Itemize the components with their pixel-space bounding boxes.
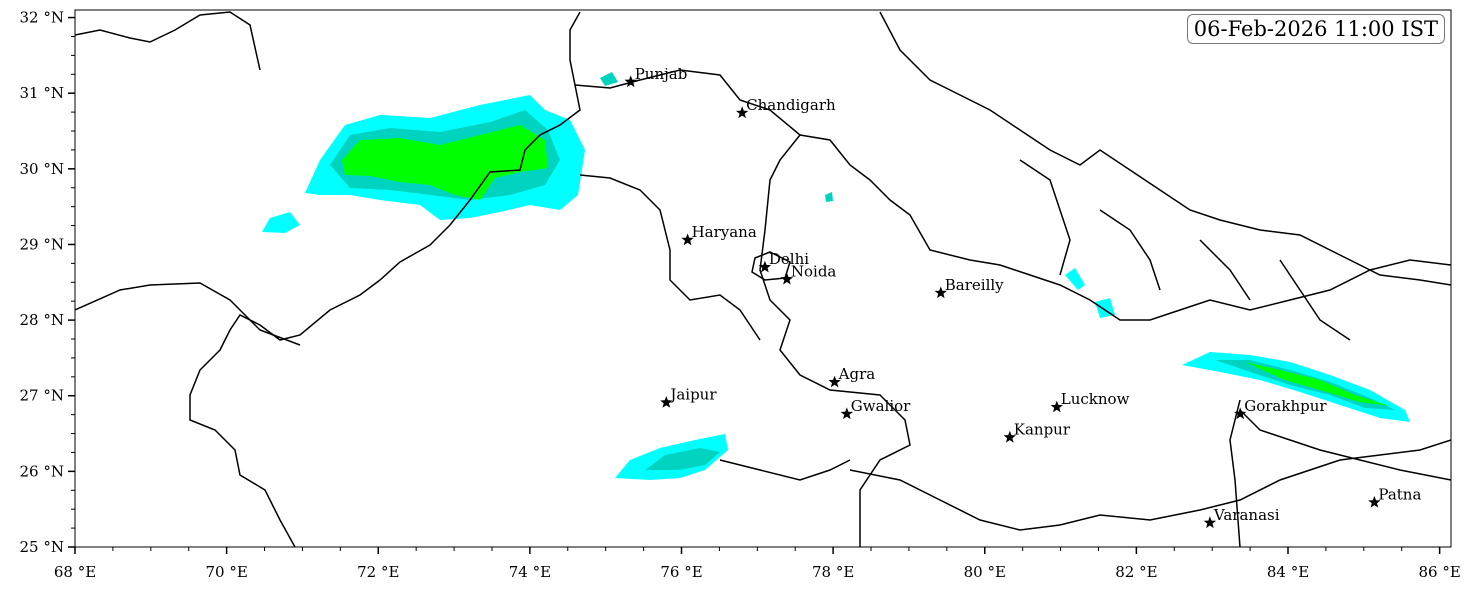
lat-tick-label: 29 °N [20, 235, 64, 253]
city-marker: Punjab [624, 65, 688, 88]
precip-band-pakistan-heavy [342, 125, 548, 200]
star-icon [1003, 430, 1016, 443]
lat-tick-label: 27 °N [20, 387, 64, 405]
india-internal-2 [579, 174, 761, 341]
star-icon [840, 407, 853, 420]
lat-tick-label: 25 °N [20, 538, 64, 556]
city-marker: Gorakhpur [1234, 397, 1327, 420]
city-marker: Haryana [681, 223, 757, 246]
precip-spot-nepal-west [1065, 268, 1085, 290]
precip-band-nepal-heavy [1245, 362, 1390, 406]
city-marker: Chandigarh [736, 96, 836, 119]
pakistan-afghan-border [75, 11, 261, 71]
lon-tick-label: 70 °E [205, 563, 247, 581]
star-icon [1234, 407, 1247, 420]
nepal-internal-d [1279, 259, 1351, 341]
timestamp-box: 06-Feb-2026 11:00 IST [1186, 14, 1445, 44]
lon-tick-label: 84 °E [1267, 563, 1309, 581]
lon-tick-label: 68 °E [54, 563, 96, 581]
precip-band-rajasthan-moderate [645, 448, 720, 470]
city-label: Gwalior [851, 397, 911, 415]
bihar-border [1239, 409, 1451, 481]
star-icon [780, 272, 794, 285]
nepal-internal-b [1099, 209, 1161, 291]
precip-band-nepal-light [1182, 352, 1410, 422]
precip-spot-uttarakhand [825, 192, 833, 202]
axis-tick-labels: 68 °E 70 °E 72 °E 74 °E 76 °E 78 °E 80 °E 82 °E… [20, 9, 1461, 581]
lat-tick-label: 30 °N [20, 160, 64, 178]
city-label: Punjab [635, 65, 688, 83]
city-label: Noida [791, 262, 837, 280]
city-label: Agra [838, 365, 876, 383]
city-marker: Delhi [758, 250, 809, 273]
precip-spot-punjab [600, 72, 618, 86]
city-label: Lucknow [1061, 390, 1130, 408]
timestamp-text: 06-Feb-2026 11:00 IST [1193, 17, 1438, 41]
lon-tick-label: 82 °E [1115, 563, 1157, 581]
bihar-west [1229, 399, 1241, 547]
lon-tick-label: 76 °E [660, 563, 702, 581]
star-icon [1050, 400, 1063, 413]
star-icon [1368, 495, 1381, 508]
city-marker: Kanpur [1003, 420, 1071, 443]
city-label: Chandigarh [746, 96, 836, 114]
up-border [799, 134, 1451, 321]
city-marker: Patna [1368, 485, 1421, 508]
pakistan-india-border [189, 11, 581, 547]
city-marker: Jaipur [660, 386, 717, 408]
star-icon [624, 75, 637, 88]
up-south-border [849, 439, 1451, 531]
boundary-lines [75, 11, 1451, 547]
city-marker: Varanasi [1203, 506, 1280, 529]
lat-tick-label: 31 °N [20, 84, 64, 102]
lat-tick-label: 32 °N [20, 9, 64, 27]
lon-tick-label: 72 °E [357, 563, 399, 581]
city-marker: Gwalior [840, 397, 911, 420]
india-internal-1 [574, 69, 911, 547]
city-label: Patna [1378, 485, 1421, 503]
star-icon [934, 286, 947, 299]
india-internal-3 [719, 459, 851, 481]
star-icon [1203, 516, 1217, 529]
lat-tick-label: 26 °N [20, 462, 64, 480]
nepal-north [879, 11, 1451, 286]
precipitation-overlay [262, 72, 1410, 480]
city-marker: Agra [828, 365, 876, 388]
city-marker: Bareilly [934, 276, 1004, 299]
lon-tick-label: 86 °E [1418, 563, 1460, 581]
city-marker: Noida [780, 262, 837, 285]
city-label: Gorakhpur [1244, 397, 1327, 415]
star-icon [660, 396, 673, 408]
star-icon [758, 260, 772, 273]
nepal-internal-a [1019, 159, 1071, 276]
lon-tick-label: 78 °E [812, 563, 854, 581]
nepal-internal-c [1199, 239, 1251, 301]
city-label: Jaipur [668, 386, 717, 404]
lon-tick-label: 80 °E [964, 563, 1006, 581]
pakistan-west-border [75, 282, 301, 346]
star-icon [736, 106, 749, 119]
plot-frame [74, 9, 1452, 548]
city-marker: Lucknow [1050, 390, 1130, 413]
city-label: Varanasi [1213, 506, 1280, 524]
lat-tick-label: 28 °N [20, 311, 64, 329]
lon-tick-label: 74 °E [509, 563, 551, 581]
city-label: Haryana [692, 223, 757, 241]
precip-band-small-west [262, 212, 300, 233]
city-label: Delhi [769, 250, 809, 268]
star-icon [681, 233, 694, 246]
city-label: Bareilly [945, 276, 1004, 294]
star-icon [828, 375, 841, 388]
city-label: Kanpur [1014, 420, 1071, 438]
axis-ticks [68, 16, 1441, 554]
